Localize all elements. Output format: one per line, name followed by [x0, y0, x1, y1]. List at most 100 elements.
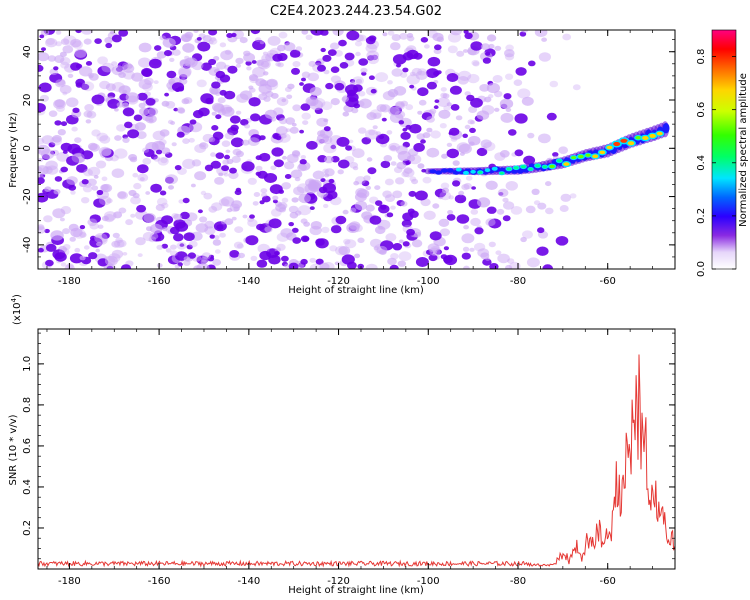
noise-blob — [459, 152, 465, 156]
noise-blob — [458, 143, 472, 154]
noise-blob — [47, 55, 57, 62]
noise-blob — [383, 155, 393, 162]
noise-blob — [148, 58, 162, 69]
noise-blob — [224, 154, 230, 160]
noise-blob — [387, 80, 393, 85]
noise-blob — [169, 250, 178, 257]
noise-blob — [560, 193, 572, 202]
noise-blob — [312, 170, 325, 180]
noise-blob — [219, 42, 227, 48]
noise-blob — [292, 61, 301, 68]
noise-blob — [486, 206, 497, 214]
noise-blob — [402, 67, 409, 73]
noise-blob — [55, 30, 62, 35]
noise-blob — [470, 209, 479, 215]
noise-blob — [224, 90, 236, 100]
noise-blob — [107, 98, 120, 109]
noise-blob — [521, 96, 534, 106]
noise-blob — [115, 237, 123, 244]
noise-blob — [537, 202, 547, 210]
noise-blob — [325, 82, 334, 90]
noise-blob — [161, 147, 171, 155]
noise-blob — [390, 252, 399, 260]
trace-core — [662, 123, 670, 134]
snr-y-tick-label: 0.4 — [22, 479, 33, 495]
snr-x-tick-label: -180 — [58, 576, 81, 587]
noise-blob — [52, 208, 66, 219]
spectrogram-y-tick-label: -40 — [22, 237, 33, 253]
noise-blob — [293, 186, 305, 196]
spectrogram-x-tick-label: -120 — [327, 276, 350, 287]
noise-blob — [301, 30, 309, 35]
noise-blob — [217, 97, 226, 104]
trace-hotspot — [528, 167, 533, 171]
noise-blob — [248, 85, 254, 90]
noise-blob — [463, 225, 469, 230]
noise-blob — [405, 124, 412, 130]
noise-blob — [330, 144, 337, 150]
spectrogram-y-tick-label: 40 — [22, 45, 33, 58]
noise-blob — [154, 45, 162, 51]
noise-blob — [423, 210, 436, 220]
noise-blob — [247, 218, 258, 227]
noise-blob — [89, 73, 99, 81]
noise-blob — [468, 141, 475, 147]
noise-blob — [292, 237, 302, 244]
noise-blob — [96, 189, 104, 196]
noise-blob — [236, 243, 244, 249]
noise-blob — [253, 192, 261, 197]
noise-blob — [85, 119, 92, 124]
noise-blob — [234, 226, 244, 234]
noise-blob — [514, 113, 528, 124]
noise-blob — [365, 129, 379, 140]
noise-blob — [510, 206, 523, 215]
noise-blob — [142, 147, 150, 153]
trace-hotspot — [563, 162, 570, 166]
noise-blob — [370, 88, 377, 94]
noise-blob — [288, 205, 299, 214]
noise-blob — [283, 161, 295, 170]
noise-blob — [43, 215, 53, 223]
noise-blob — [525, 205, 536, 214]
noise-blob — [179, 243, 185, 247]
noise-blob — [95, 160, 107, 169]
noise-blob — [545, 207, 554, 215]
noise-blob — [308, 60, 317, 67]
noise-blob — [296, 183, 310, 194]
noise-blob — [330, 75, 341, 84]
noise-blob — [145, 191, 151, 195]
noise-blob — [255, 37, 262, 42]
noise-blob — [485, 51, 491, 56]
noise-blob — [208, 206, 218, 213]
trace-hotspot — [606, 145, 613, 150]
noise-blob — [91, 185, 99, 191]
colorbar-frame — [711, 29, 737, 270]
noise-blob — [505, 181, 518, 191]
trace-hotspot — [549, 164, 555, 169]
noise-blob — [122, 252, 128, 256]
noise-blob — [162, 227, 168, 232]
noise-blob — [392, 190, 403, 199]
trace-core — [429, 169, 437, 174]
noise-blob — [300, 218, 308, 224]
snr-x-axis-label-text: Height of straight line (km) — [288, 585, 424, 596]
noise-blob — [482, 258, 492, 266]
noise-blob — [45, 243, 57, 252]
noise-blob — [117, 239, 127, 248]
noise-blob — [136, 204, 147, 213]
noise-blob — [111, 65, 125, 76]
noise-blob — [549, 80, 559, 88]
snr-x-ticks: -180 -160 -140 -120 -100 -80 -60 — [46, 329, 676, 587]
noise-blob — [250, 30, 261, 35]
noise-blob — [402, 212, 414, 221]
spectrogram-x-tick-label: -160 — [148, 276, 171, 287]
noise-blob — [474, 227, 484, 235]
noise-blob — [494, 90, 503, 98]
noise-blob — [341, 96, 349, 102]
trace-hotspot — [499, 172, 504, 175]
noise-blob — [281, 182, 292, 190]
noise-blob — [533, 200, 541, 206]
trace-hotspot — [478, 171, 483, 174]
noise-blob — [249, 214, 255, 219]
noise-blob — [219, 232, 226, 238]
